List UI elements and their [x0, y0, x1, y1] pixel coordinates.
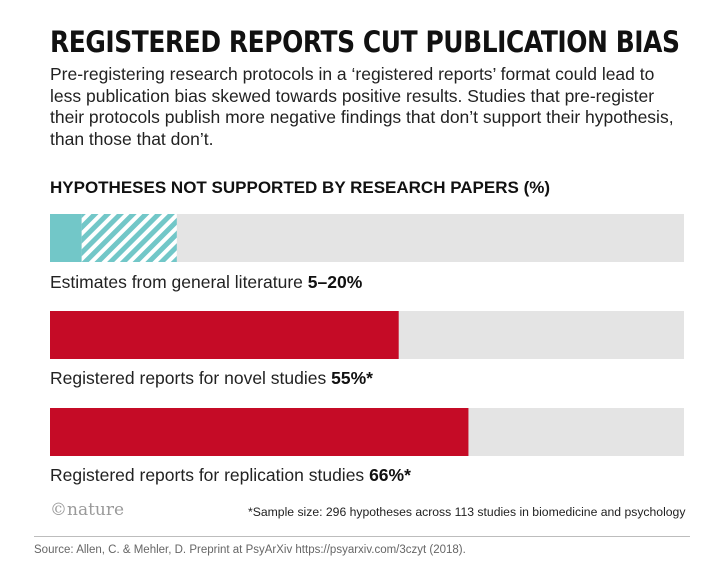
- source-note: Source: Allen, C. & Mehler, D. Preprint …: [34, 544, 466, 556]
- footnote: *Sample size: 296 hypotheses across 113 …: [248, 505, 686, 519]
- value-label: 66%*: [369, 465, 411, 485]
- bar-label-general-literature: Estimates from general literature 5–20%: [50, 272, 362, 293]
- nature-logo: ©nature: [50, 500, 125, 520]
- chart-subtitle: Pre-registering research protocols in a …: [50, 64, 674, 149]
- category-label: Registered reports for replication studi…: [50, 465, 365, 485]
- chart-title: REGISTERED REPORTS CUT PUBLICATION BIAS: [50, 25, 680, 59]
- category-label: Registered reports for novel studies: [50, 368, 327, 388]
- bar-label-replication-studies: Registered reports for replication studi…: [50, 465, 411, 486]
- value-label: 5–20%: [307, 272, 363, 292]
- chart-heading: HYPOTHESES NOT SUPPORTED BY RESEARCH PAP…: [50, 178, 551, 197]
- divider: [34, 536, 690, 537]
- bar-range-low: [50, 214, 82, 262]
- bar-label-novel-studies: Registered reports for novel studies 55%…: [50, 368, 373, 389]
- bar: [50, 408, 469, 456]
- value-label: 55%*: [331, 368, 373, 388]
- category-label: Estimates from general literature: [50, 272, 303, 292]
- bar: [50, 311, 399, 359]
- bar-range-high: [81, 214, 177, 262]
